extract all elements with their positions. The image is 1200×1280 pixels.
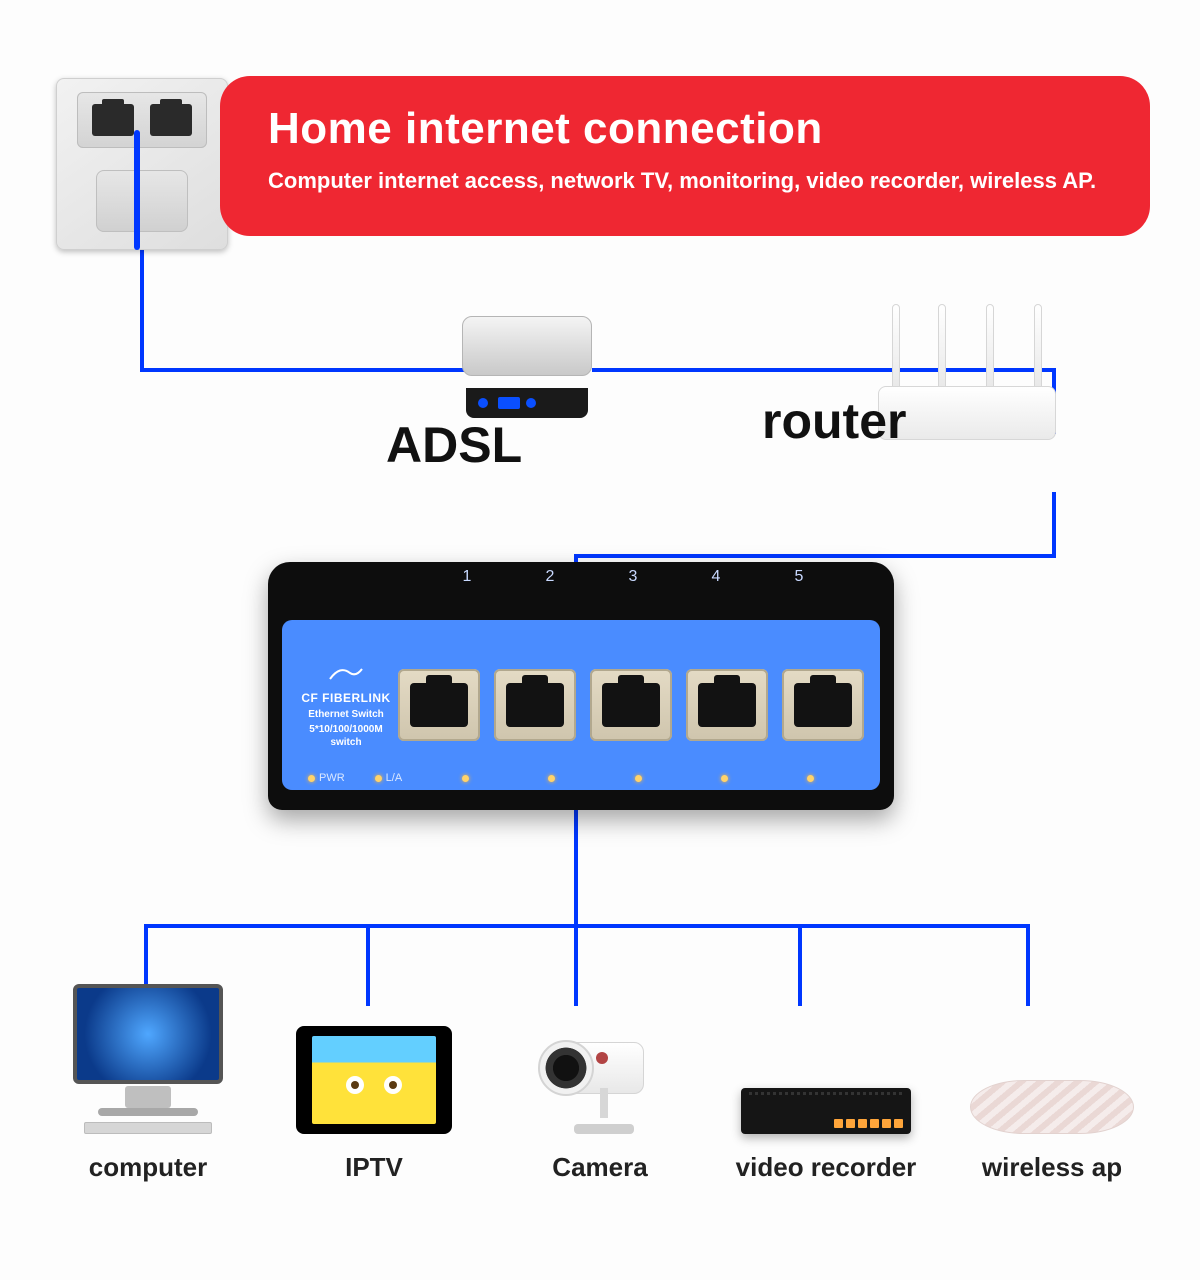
- switch-port-number: 3: [592, 562, 674, 620]
- switch-port-2: [494, 669, 576, 741]
- switch-brand: CF FIBERLINK Ethernet Switch 5*10/100/10…: [296, 661, 396, 750]
- device-iptv: IPTV: [274, 1004, 474, 1183]
- switch-port-number: 5: [758, 562, 840, 620]
- banner-title: Home internet connection: [268, 104, 1102, 154]
- wall-outlet: [56, 78, 228, 250]
- switch-port-4: [686, 669, 768, 741]
- adsl-modem: [462, 316, 592, 398]
- switch-status-leds: PWR L/A: [308, 772, 402, 784]
- title-banner: Home internet connection Computer intern…: [220, 76, 1150, 236]
- device-video-recorder: video recorder: [726, 1004, 926, 1183]
- device-camera: Camera: [500, 1004, 700, 1183]
- switch-port-number: 2: [509, 562, 591, 620]
- banner-subtitle: Computer internet access, network TV, mo…: [268, 168, 1102, 194]
- router-label: router: [762, 392, 906, 450]
- switch-port-number: 4: [675, 562, 757, 620]
- device-wireless-ap: wireless ap: [952, 1004, 1152, 1183]
- ethernet-switch: CF FIBERLINK Ethernet Switch 5*10/100/10…: [268, 562, 894, 810]
- adsl-label: ADSL: [386, 416, 522, 474]
- switch-port-5: [782, 669, 864, 741]
- client-devices-row: computer IPTV Camera video recorder wire…: [48, 1004, 1152, 1183]
- switch-port-number: 1: [426, 562, 508, 620]
- device-computer: computer: [48, 1004, 248, 1183]
- switch-port-3: [590, 669, 672, 741]
- switch-port-1: [398, 669, 480, 741]
